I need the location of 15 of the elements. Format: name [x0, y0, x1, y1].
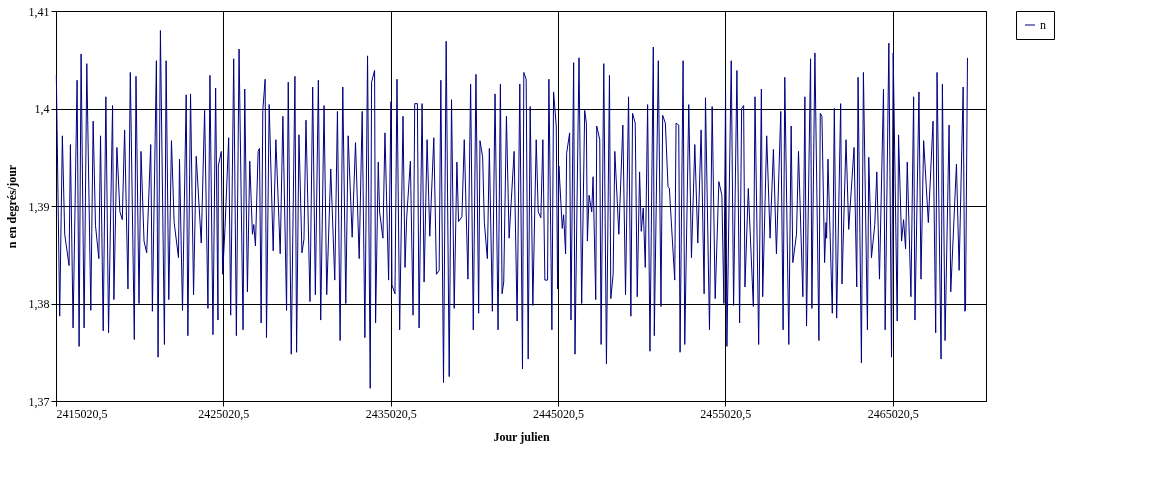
x-tick-label: 2415020,5	[56, 406, 108, 421]
x-tick-label: 2435020,5	[365, 406, 417, 421]
y-axis-title: n en degrés/jour	[4, 164, 19, 249]
x-tick-label: 2425020,5	[198, 406, 250, 421]
y-tick-label: 1,41	[28, 4, 50, 19]
x-tick-label: 2465020,5	[867, 406, 919, 421]
line-series	[55, 30, 968, 389]
y-tick-label: 1,4	[34, 102, 50, 116]
x-axis-title: Jour julien	[493, 429, 550, 444]
legend-label: n	[1040, 18, 1046, 32]
y-tick-label: 1,37	[28, 394, 50, 409]
x-tick-label: 2455020,5	[700, 406, 752, 421]
y-tick-label: 1,38	[28, 297, 50, 311]
x-tick-label: 2445020,5	[532, 406, 584, 421]
y-tick-label: 1,39	[28, 199, 50, 214]
